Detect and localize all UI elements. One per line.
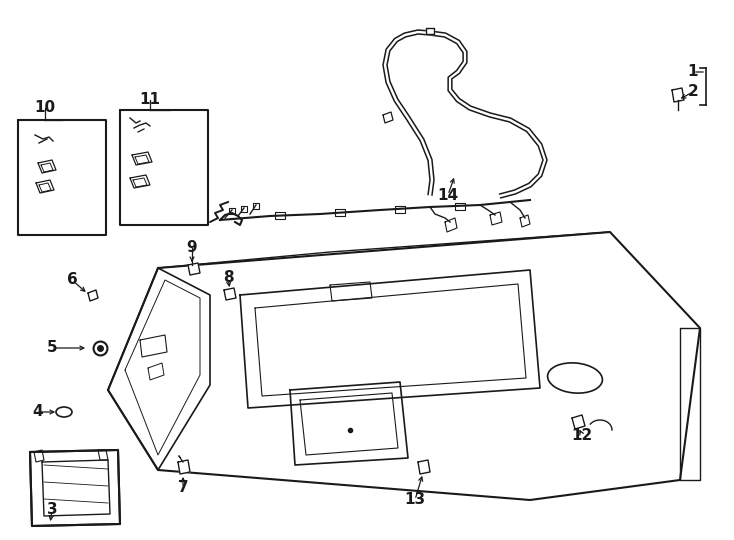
Polygon shape	[224, 288, 236, 300]
Text: 6: 6	[67, 273, 77, 287]
Text: 3: 3	[47, 503, 57, 517]
Text: 10: 10	[34, 100, 56, 116]
Polygon shape	[132, 152, 152, 165]
Polygon shape	[572, 415, 585, 429]
Polygon shape	[36, 180, 54, 193]
Polygon shape	[672, 88, 684, 102]
Polygon shape	[426, 28, 434, 34]
Polygon shape	[18, 120, 106, 235]
Polygon shape	[178, 460, 190, 474]
Text: 14: 14	[437, 187, 459, 202]
Text: 2: 2	[688, 84, 698, 99]
Text: 11: 11	[139, 92, 161, 107]
Text: 12: 12	[571, 428, 592, 442]
Polygon shape	[418, 460, 430, 474]
Polygon shape	[120, 110, 208, 225]
Text: 9: 9	[186, 240, 197, 255]
Polygon shape	[38, 160, 56, 173]
Text: 8: 8	[222, 271, 233, 286]
Text: 13: 13	[404, 492, 426, 508]
Text: 7: 7	[178, 481, 189, 496]
Text: 5: 5	[47, 341, 57, 355]
Polygon shape	[188, 263, 200, 275]
Polygon shape	[30, 450, 120, 526]
Polygon shape	[130, 175, 150, 188]
Text: 4: 4	[33, 404, 43, 420]
Polygon shape	[88, 290, 98, 301]
Text: 1: 1	[688, 64, 698, 79]
